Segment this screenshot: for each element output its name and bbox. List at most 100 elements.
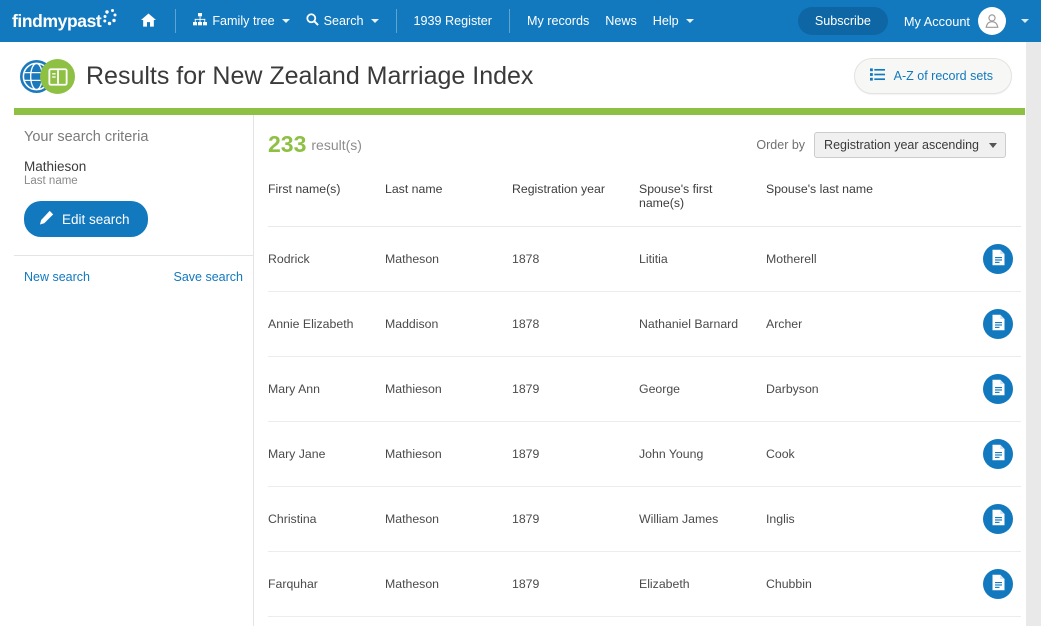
result-count-label: result(s) [311, 136, 362, 153]
content-area: Your search criteria Mathieson Last name… [0, 115, 1026, 626]
cell-last-name: Mathieson [385, 421, 512, 487]
save-search-link[interactable]: Save search [173, 270, 243, 284]
column-header-spouse-last-name: Spouse's last name [766, 172, 941, 227]
cell-actions [941, 486, 1021, 552]
cell-spouse-last-name: Chubbin [766, 551, 941, 617]
cell-spouse-first-name: Elizabeth [639, 551, 766, 617]
subscribe-button[interactable]: Subscribe [797, 7, 888, 35]
order-by-value: Registration year ascending [824, 137, 979, 152]
my-account-label: My Account [903, 13, 970, 29]
table-header-row: First name(s) Last name Registration yea… [268, 172, 1021, 227]
view-record-button[interactable] [983, 244, 1013, 274]
criteria-label: Last name [24, 175, 78, 187]
cell-spouse-first-name: Monica Rosamond [639, 616, 766, 626]
table-row[interactable]: Mary Jane Mathieson 1879 John Young Cook [268, 421, 1021, 487]
cell-actions [941, 291, 1021, 357]
search-icon [306, 13, 319, 29]
cell-spouse-first-name: Lititia [639, 226, 766, 292]
chevron-down-icon [281, 19, 290, 23]
sitemap-icon [193, 13, 208, 29]
nav-family-tree[interactable]: Family tree [185, 0, 297, 42]
view-record-button[interactable] [983, 374, 1013, 404]
new-search-link[interactable]: New search [24, 270, 90, 284]
nav-my-records-label: My records [526, 14, 590, 28]
cell-first-name: Mary Ann [268, 356, 385, 422]
nav-news[interactable]: News [597, 0, 645, 42]
column-header-spouse-first-name: Spouse's first name(s) [639, 172, 766, 227]
view-record-button[interactable] [983, 569, 1013, 599]
cell-actions [941, 616, 1021, 626]
nav-divider-3 [508, 9, 510, 33]
page-header: Results for New Zealand Marriage Index A… [0, 42, 1026, 108]
cell-spouse-last-name: Motherell [766, 226, 941, 292]
cell-spouse-first-name: John Young [639, 421, 766, 487]
order-by-select[interactable]: Registration year ascending [814, 131, 1006, 158]
criteria-value: Mathieson [24, 159, 87, 174]
cell-actions [941, 421, 1021, 487]
table-row[interactable]: George StaffordMatheson1879Monica Rosamo… [268, 616, 1021, 626]
nav-1939-register[interactable]: 1939 Register [406, 0, 500, 42]
search-criteria-sidebar: Your search criteria Mathieson Last name… [14, 115, 254, 626]
cell-last-name: Matheson [385, 616, 512, 626]
cell-registration-year: 1879 [512, 616, 639, 626]
document-icon [991, 444, 1006, 464]
chevron-down-icon [1021, 19, 1029, 23]
table-row[interactable]: Mary Ann Mathieson 1879 George Darbyson [268, 356, 1021, 422]
nav-divider-2 [395, 9, 397, 33]
nav-help[interactable]: Help [645, 0, 702, 42]
order-by-label: Order by [756, 137, 806, 152]
pencil-icon [39, 210, 54, 228]
column-header-registration-year: Registration year [512, 172, 639, 227]
cell-actions [941, 226, 1021, 292]
cell-spouse-last-name: Darbyson [766, 356, 941, 422]
cell-spouse-first-name: William James [639, 486, 766, 552]
column-header-actions [941, 172, 1021, 227]
view-record-button[interactable] [983, 309, 1013, 339]
cell-spouse-first-name: Nathaniel Barnard [639, 291, 766, 357]
document-icon [991, 379, 1006, 399]
nav-search[interactable]: Search [298, 0, 387, 42]
table-row[interactable]: Farquhar Matheson 1879 Elizabeth Chubbin [268, 551, 1021, 617]
table-row[interactable]: Rodrick Matheson 1878 Lititia Motherell [268, 226, 1021, 292]
sidebar-links: New search Save search [14, 256, 253, 284]
cell-registration-year: 1879 [512, 356, 639, 422]
cell-registration-year: 1879 [512, 486, 639, 552]
edit-search-button[interactable]: Edit search [24, 201, 148, 237]
nav-1939-register-label: 1939 Register [413, 14, 492, 28]
cell-registration-year: 1879 [512, 551, 639, 617]
table-row[interactable]: Annie Elizabeth Maddison 1878 Nathaniel Bar… [268, 291, 1021, 357]
cell-registration-year: 1878 [512, 291, 639, 357]
record-set-logo [14, 55, 76, 97]
az-of-record-sets-button[interactable]: A-Z of record sets [853, 58, 1012, 94]
cell-spouse-first-name: George [639, 356, 766, 422]
cell-last-name: Matheson [385, 551, 512, 617]
cell-first-name: Farquhar [268, 551, 385, 617]
nav-my-records[interactable]: My records [519, 0, 597, 42]
brand-label: findmypast [12, 10, 102, 31]
my-account-menu[interactable]: My Account [904, 7, 1029, 35]
brand-logo[interactable]: findmypast [0, 0, 131, 42]
cell-first-name: Rodrick [268, 226, 385, 292]
cell-spouse-last-name: Inglis [766, 486, 941, 552]
cell-spouse-last-name: Archer [766, 291, 941, 357]
nav-family-tree-label: Family tree [212, 14, 275, 28]
nav-news-label: News [605, 14, 637, 28]
nav-home[interactable] [131, 0, 166, 42]
page-container: Results for New Zealand Marriage Index A… [0, 42, 1026, 626]
cell-first-name: Annie Elizabeth [268, 291, 385, 357]
cell-spouse-last-name: Heaton [766, 616, 941, 626]
view-record-button[interactable] [983, 439, 1013, 469]
nav-divider-1 [175, 9, 177, 33]
column-header-first-name: First name(s) [268, 172, 385, 227]
search-criteria-card: Your search criteria Mathieson Last name… [14, 115, 253, 256]
home-icon [141, 12, 157, 30]
view-record-button[interactable] [983, 504, 1013, 534]
nav-search-label: Search [323, 14, 364, 28]
cell-registration-year: 1878 [512, 226, 639, 292]
top-navbar: findmypast [0, 0, 1041, 42]
column-header-last-name: Last name [385, 172, 512, 227]
document-icon [991, 574, 1006, 594]
document-icon [991, 314, 1006, 334]
table-row[interactable]: Christina Matheson 1879 William James Inglis [268, 486, 1021, 552]
results-panel: 233 result(s) Order by Registration year… [254, 115, 1026, 626]
